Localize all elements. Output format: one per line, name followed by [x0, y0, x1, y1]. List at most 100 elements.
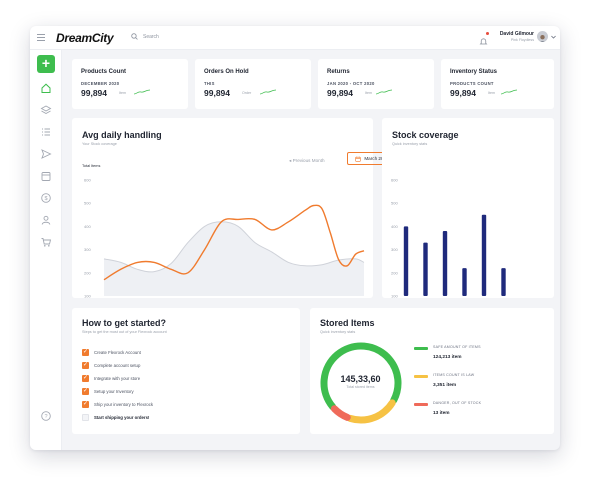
previous-month-button[interactable]: ◂ Previous Month	[289, 158, 325, 163]
area-fill	[104, 221, 364, 296]
series-line-total-items	[103, 204, 365, 281]
app-window: DreamCity Search David Gilmour Pink Floy…	[30, 26, 560, 450]
kpi-title: Returns	[327, 69, 350, 75]
card-subtitle: Your Stock coverage	[82, 142, 117, 146]
checkbox[interactable]: ✓	[82, 374, 89, 382]
help-icon[interactable]: ?	[40, 410, 52, 422]
bell-icon	[479, 38, 488, 45]
user-info[interactable]: David Gilmour Pink Floydless	[496, 31, 534, 42]
y-tick-label: 100	[84, 294, 91, 299]
kpi-card-products[interactable]: Products Count DECEMBER 2020 99,894 Item	[72, 59, 188, 109]
chevron-down-icon[interactable]	[551, 35, 556, 39]
kpi-card-inventory[interactable]: Inventory Status PRODUCTS COUNT 99,894 I…	[441, 59, 554, 109]
sparkline	[134, 89, 150, 95]
app-logo[interactable]: DreamCity	[56, 31, 114, 45]
bar	[442, 231, 448, 296]
calendar-icon[interactable]	[40, 170, 52, 182]
home-icon[interactable]	[40, 82, 52, 94]
checklist-item[interactable]: ✓ Ship your inventory to Flexrock	[82, 400, 153, 408]
legend-swatch	[414, 347, 428, 350]
donut-slice	[320, 342, 402, 424]
user-icon[interactable]	[40, 214, 52, 226]
checkbox[interactable]: ✓	[82, 400, 89, 408]
checklist-item[interactable]: ✓ Complete account setup	[82, 361, 141, 369]
send-icon[interactable]	[40, 148, 52, 160]
bar	[423, 242, 428, 296]
kpi-title: Inventory Status	[450, 69, 498, 75]
svg-text:?: ?	[44, 414, 47, 420]
y-tick-label: 400	[84, 224, 91, 229]
bar	[462, 268, 467, 296]
bar	[403, 226, 409, 296]
notification-badge	[486, 32, 489, 35]
y-tick-label: 300	[391, 247, 398, 252]
y-tick-label: 500	[391, 201, 398, 206]
y-tick-label: 200	[391, 270, 398, 275]
donut-chart	[320, 342, 402, 424]
kpi-unit: Item	[488, 91, 495, 95]
card-title: Stock coverage	[392, 130, 459, 140]
kpi-title: Orders On Hold	[204, 69, 249, 75]
layers-icon[interactable]	[40, 104, 52, 116]
checkbox[interactable]: ✓	[82, 348, 89, 356]
search-input[interactable]: Search	[143, 33, 159, 40]
avg-handling-card: Avg daily handling Your Stock coverage T…	[72, 118, 397, 299]
donut-slice	[320, 342, 402, 424]
series-line-secondary	[103, 221, 365, 273]
top-bar: DreamCity Search David Gilmour Pink Floy…	[30, 26, 560, 50]
kpi-card-returns[interactable]: Returns JAN 2020 - OCT 2020 99,894 Item	[318, 59, 434, 109]
avatar[interactable]	[537, 31, 548, 42]
menu-icon[interactable]	[37, 34, 45, 41]
y-tick-label: 400	[391, 224, 398, 229]
total-stored-value: 145,33,60	[340, 374, 381, 384]
checkbox[interactable]	[82, 413, 89, 421]
card-subtitle: Quick inventory stats	[392, 142, 428, 146]
getting-started-card: How to get started? Steps to get the mos…	[72, 308, 300, 434]
checklist-item[interactable]: ✓ Setup your Inventory	[82, 387, 134, 395]
y-tick-label: 600	[391, 178, 398, 183]
checkbox[interactable]: ✓	[82, 387, 89, 395]
stock-coverage-card: Stock coverage Quick inventory stats 100…	[382, 118, 554, 298]
line-chart: 100200300400500600151015202530	[84, 178, 365, 299]
notification-bell[interactable]	[479, 32, 489, 45]
kpi-value: 99,894	[327, 88, 353, 98]
card-title: How to get started?	[82, 318, 167, 328]
bar-chart: 100200300400500600010203040506	[391, 178, 506, 299]
sidebar: + $ ?	[30, 50, 62, 450]
search-box[interactable]: Search	[131, 33, 159, 40]
kpi-value: 99,894	[81, 88, 107, 98]
previous-month-label: Previous Month	[292, 158, 325, 163]
sparkline	[501, 89, 517, 95]
sparkline	[376, 89, 392, 95]
kpi-subtitle: THIS	[204, 81, 215, 86]
user-name: David Gilmour	[499, 31, 534, 37]
legend-swatch	[414, 403, 428, 406]
kpi-subtitle: DECEMBER 2020	[81, 81, 120, 86]
series-label: Total Items	[82, 164, 101, 168]
list-icon[interactable]	[40, 126, 52, 138]
checkbox[interactable]: ✓	[82, 361, 89, 369]
checklist-item[interactable]: ✓ Integrate with your store	[82, 374, 141, 382]
checklist-item[interactable]: ✓ Create Flexrock Account	[82, 348, 141, 356]
kpi-subtitle: PRODUCTS COUNT	[450, 81, 494, 86]
y-tick-label: 500	[84, 201, 91, 206]
user-role: Pink Floydless	[510, 38, 534, 42]
cart-icon[interactable]	[40, 236, 52, 248]
y-tick-label: 300	[84, 247, 91, 252]
add-button[interactable]: +	[37, 55, 55, 73]
y-tick-label: 600	[84, 178, 91, 183]
kpi-unit: Item	[119, 91, 126, 95]
y-tick-label: 100	[391, 294, 398, 299]
donut-center: 145,33,60 Total stored items	[328, 374, 393, 389]
kpi-title: Products Count	[81, 69, 126, 75]
card-title: Stored Items	[320, 318, 375, 328]
svg-text:$: $	[44, 196, 47, 202]
y-tick-label: 200	[84, 270, 91, 275]
kpi-value: 99,894	[204, 88, 230, 98]
dollar-icon[interactable]: $	[40, 192, 52, 204]
checklist-item[interactable]: Start shipping your orders!	[82, 413, 149, 421]
card-subtitle: Steps to get the most out of your Flexro…	[82, 330, 167, 334]
legend-swatch	[414, 375, 428, 378]
sparkline	[260, 89, 276, 95]
kpi-card-orders[interactable]: Orders On Hold THIS 99,894 Order	[195, 59, 311, 109]
